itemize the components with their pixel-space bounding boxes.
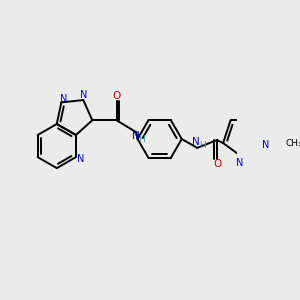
Text: N: N xyxy=(262,140,269,150)
Text: O: O xyxy=(213,159,221,170)
Text: O: O xyxy=(112,91,121,101)
Text: N: N xyxy=(77,154,84,164)
Text: N: N xyxy=(60,94,68,104)
Text: N: N xyxy=(132,131,140,141)
Text: N: N xyxy=(236,158,244,168)
Text: N: N xyxy=(192,137,200,147)
Text: CH₃: CH₃ xyxy=(286,139,300,148)
Text: N: N xyxy=(80,90,87,100)
Text: H: H xyxy=(139,135,145,144)
Text: H: H xyxy=(199,141,206,150)
